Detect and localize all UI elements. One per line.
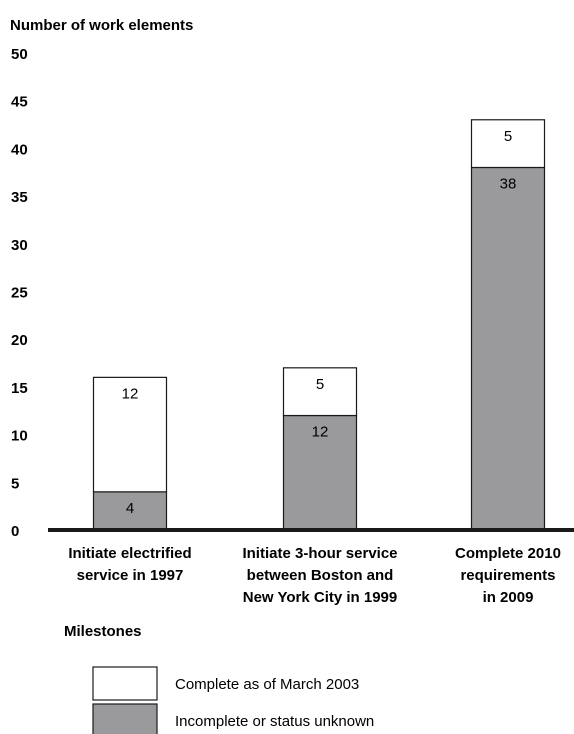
x-category-label: Initiate 3-hour service: [242, 545, 397, 562]
bar-value-label: 38: [500, 175, 517, 192]
y-tick-label: 15: [11, 380, 28, 397]
legend-swatch: [92, 666, 158, 701]
bar-segment: [470, 119, 546, 169]
y-tick-label: 35: [11, 189, 28, 206]
bar-value-label: 12: [122, 385, 139, 402]
x-category-label: service in 1997: [77, 567, 184, 584]
x-category-label: in 2009: [483, 589, 534, 606]
y-tick-label: 25: [11, 285, 28, 302]
bar-value-label: 5: [316, 376, 324, 393]
y-tick-label: 45: [11, 94, 28, 111]
y-tick-label: 0: [11, 523, 19, 540]
y-tick-label: 30: [11, 237, 28, 254]
y-tick-label: 50: [11, 46, 28, 63]
legend-label: Complete as of March 2003: [175, 676, 359, 693]
x-category-label: Initiate electrified: [68, 545, 191, 562]
bar-value-label: 5: [504, 128, 512, 145]
bar-value-label: 4: [126, 500, 134, 517]
bar-segment: [282, 367, 358, 417]
bar-segment: [92, 376, 168, 493]
x-category-label: requirements: [460, 567, 555, 584]
y-tick-label: 20: [11, 332, 28, 349]
x-category-label: between Boston and: [247, 567, 394, 584]
y-tick-label: 10: [11, 428, 28, 445]
y-tick-label: 40: [11, 141, 28, 158]
x-category-label: Complete 2010: [455, 545, 561, 562]
y-axis-title: Number of work elements: [10, 17, 193, 34]
x-category-label: New York City in 1999: [243, 589, 398, 606]
bar-segment: [92, 491, 168, 531]
bar-value-label: 12: [312, 424, 329, 441]
legend-label: Incomplete or status unknown: [175, 713, 374, 730]
x-axis-title: Milestones: [64, 623, 142, 640]
bar-segment: [470, 166, 546, 531]
legend-swatch: [92, 703, 158, 734]
y-tick-label: 5: [11, 475, 19, 492]
